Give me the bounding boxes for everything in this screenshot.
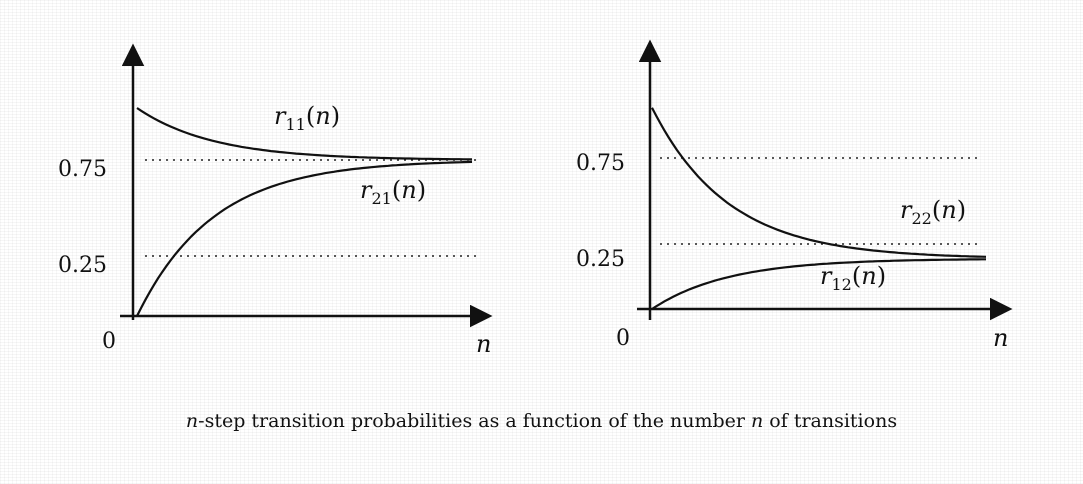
right-panel: 0.75 0.25 0 n r22(n) r12(n) <box>576 39 1013 352</box>
left-x-axis-label: n <box>476 330 491 358</box>
caption-variable-2: n <box>751 410 764 432</box>
figure-caption: n-step transition probabilities as a fun… <box>0 410 1083 432</box>
r22-curve <box>651 107 987 258</box>
caption-text-part1: -step transition probabilities as a func… <box>198 410 752 432</box>
caption-variable: n <box>185 410 199 432</box>
r21-curve <box>136 160 473 317</box>
r22-label: r22(n) <box>900 196 966 228</box>
caption-text-part2: of transitions <box>763 410 898 432</box>
right-ytick-025: 0.25 <box>576 247 625 272</box>
right-ytick-0: 0 <box>616 326 630 351</box>
left-ytick-0: 0 <box>102 329 116 354</box>
right-x-axis-label: n <box>993 324 1008 352</box>
r21-label: r21(n) <box>360 176 426 208</box>
r12-label: r12(n) <box>820 262 886 294</box>
left-panel: 0.75 0.25 0 n r11(n) r21(n) <box>58 43 493 358</box>
r11-curve <box>136 107 473 161</box>
left-ytick-075: 0.75 <box>58 157 107 182</box>
figure: 0.75 0.25 0 n r11(n) r21(n) 0.75 0.25 0 … <box>58 39 1013 358</box>
r11-label: r11(n) <box>274 102 340 134</box>
right-ytick-075: 0.75 <box>576 151 625 176</box>
left-ytick-025: 0.25 <box>58 253 107 278</box>
r12-curve <box>651 258 986 310</box>
